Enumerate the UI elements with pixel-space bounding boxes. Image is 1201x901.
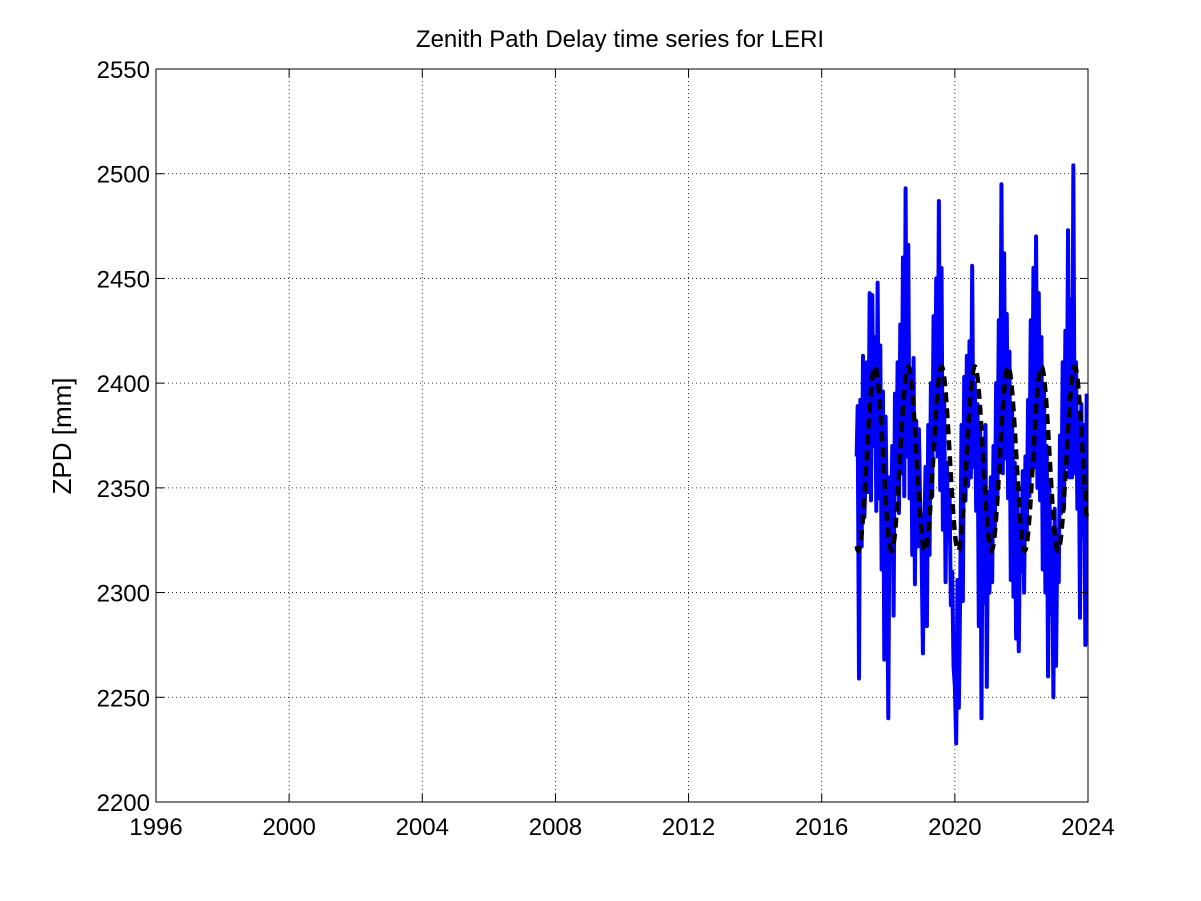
axis-ticks [155, 68, 1089, 803]
y-tick-label: 2500 [97, 162, 150, 189]
y-tick-label: 2350 [97, 476, 150, 503]
y-tick-label: 2200 [97, 790, 150, 817]
x-tick-label: 2016 [795, 814, 848, 841]
seasonal-model-line [854, 364, 1090, 553]
y-tick-label: 2300 [97, 581, 150, 608]
y-tick-label: 2450 [97, 266, 150, 293]
x-tick-label: 2000 [262, 814, 315, 841]
y-tick-label: 2250 [97, 685, 150, 712]
grid-lines [156, 69, 1088, 802]
x-tick-label: 2008 [529, 814, 582, 841]
data-series [854, 163, 1090, 746]
y-tick-label: 2400 [97, 371, 150, 398]
x-tick-label: 2004 [396, 814, 449, 841]
chart-title: Zenith Path Delay time series for LERI [416, 26, 824, 53]
x-tick-label: 1996 [129, 814, 182, 841]
x-tick-label: 2012 [662, 814, 715, 841]
zpd-series-line [854, 163, 1089, 746]
y-tick-label: 2550 [97, 57, 150, 84]
plot-frame [155, 68, 1089, 803]
y-axis-label: ZPD [mm] [47, 378, 77, 495]
x-tick-label: 2024 [1061, 814, 1114, 841]
tick-labels: 1996 2000 2004 2008 2012 2016 2020 2024 2200 2250… [97, 57, 1115, 841]
x-tick-label: 2020 [928, 814, 981, 841]
